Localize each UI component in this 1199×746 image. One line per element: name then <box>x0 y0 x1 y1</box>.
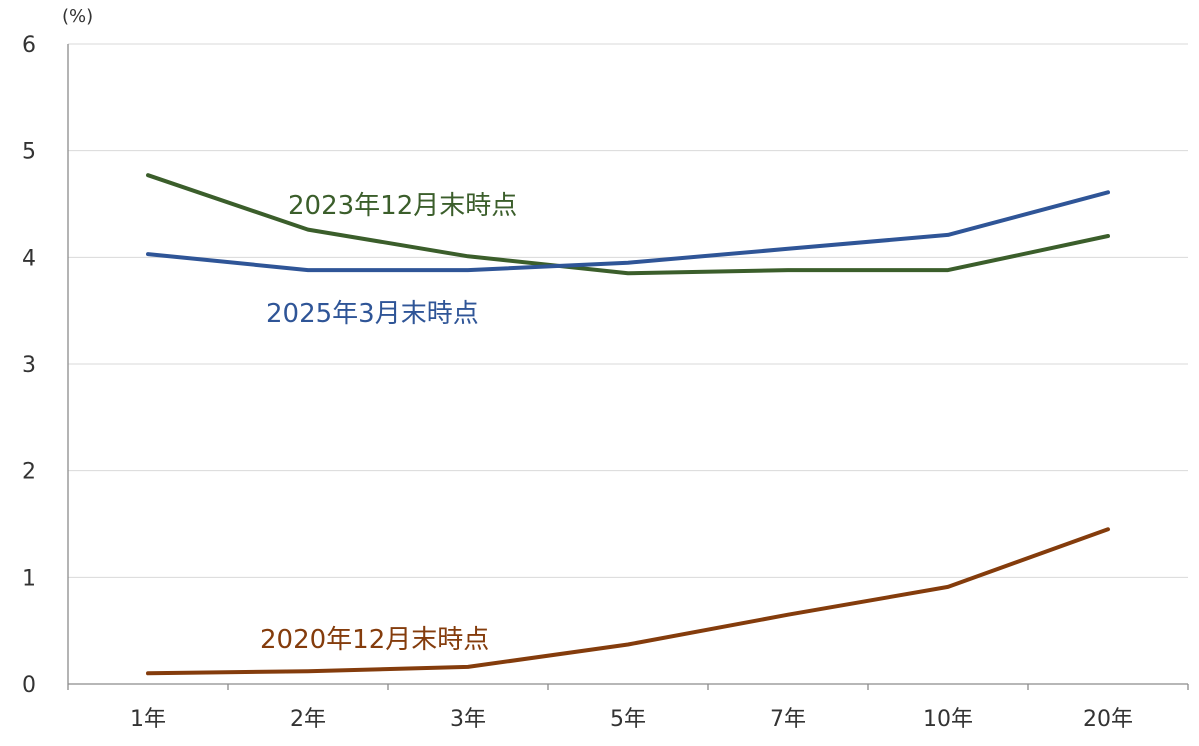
series-1-point-1 <box>146 173 150 177</box>
y-tick-label-5: 5 <box>22 140 36 165</box>
y-unit-label: (%) <box>62 6 93 27</box>
series-lines <box>146 173 1110 676</box>
series-1-point-7 <box>1106 234 1110 238</box>
series-1-point-3 <box>466 254 470 258</box>
y-tick-label-4: 4 <box>22 246 36 271</box>
y-tick-label-3: 3 <box>22 353 36 378</box>
series-3-point-6 <box>946 585 950 589</box>
series-line-1 <box>146 173 1110 276</box>
series-3-point-2 <box>306 669 310 673</box>
y-tick-label-6: 6 <box>22 33 36 58</box>
series-3-point-5 <box>786 613 790 617</box>
series-2-point-3 <box>466 268 470 272</box>
y-tick-label-0: 0 <box>22 673 36 698</box>
gridlines <box>68 43 1188 578</box>
series-3-point-3 <box>466 665 470 669</box>
series-2-point-1 <box>146 252 150 256</box>
series-label-1: 2023年12月末時点 <box>288 191 517 221</box>
series-2-point-2 <box>306 268 310 272</box>
series-1-point-4 <box>626 271 630 275</box>
series-3-point-7 <box>1106 527 1110 531</box>
series-3-point-4 <box>626 643 630 647</box>
x-tick-label-7: 20年 <box>1083 707 1133 732</box>
series-2-point-6 <box>946 233 950 237</box>
x-tick-label-2: 2年 <box>290 707 326 732</box>
series-2-point-4 <box>626 261 630 265</box>
series-line-3 <box>146 527 1110 676</box>
series-3-point-1 <box>146 671 150 675</box>
series-2-point-7 <box>1106 190 1110 194</box>
series-label-3: 2020年12月末時点 <box>260 625 489 655</box>
series-1-point-6 <box>946 268 950 272</box>
series-1-point-5 <box>786 268 790 272</box>
series-2-point-5 <box>786 247 790 251</box>
x-tick-label-6: 10年 <box>923 707 973 732</box>
series-line-2 <box>146 190 1110 273</box>
axes: (%) 0 1 2 3 4 5 6 1年 2年 3年 5年 7年 10年 20年 <box>22 6 1189 732</box>
x-tick-label-1: 1年 <box>130 707 166 732</box>
x-tick-label-5: 7年 <box>770 707 806 732</box>
y-tick-label-1: 1 <box>22 566 36 591</box>
x-tick-label-3: 3年 <box>450 707 486 732</box>
series-1-point-2 <box>306 228 310 232</box>
series-label-2: 2025年3月末時点 <box>266 299 479 329</box>
x-tick-label-4: 5年 <box>610 707 646 732</box>
y-tick-label-2: 2 <box>22 460 36 485</box>
series-labels: 2023年12月末時点 2025年3月末時点 2020年12月末時点 <box>260 191 517 655</box>
